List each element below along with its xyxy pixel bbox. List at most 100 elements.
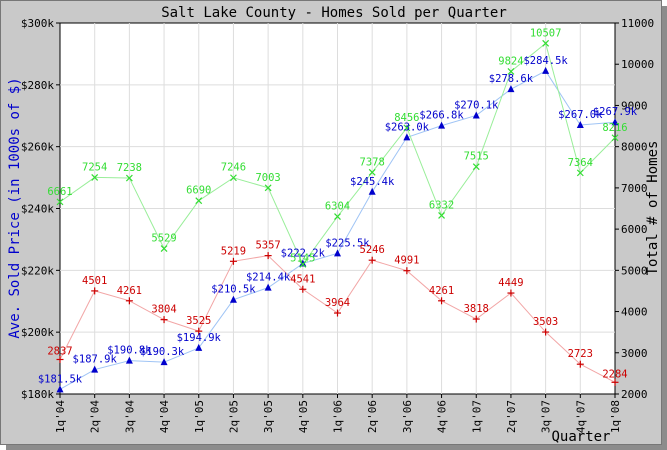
homes-other-marker — [438, 297, 446, 305]
x-tick-label: 4q'06 — [436, 400, 449, 433]
marker-stroke — [611, 134, 619, 142]
y-right-tick-label: 9000 — [621, 99, 648, 112]
price-marker — [472, 111, 480, 119]
price-marker — [403, 133, 411, 141]
y-axis-left-label: Ave. Sold Price (in 1000s of $) — [7, 77, 23, 338]
homes-current-marker — [195, 197, 203, 205]
y-right-tick-label: 8000 — [621, 141, 648, 154]
data-label: $284.5k — [523, 55, 568, 67]
data-label: $190.3k — [140, 346, 185, 358]
x-tick-label: 4q'04 — [158, 400, 171, 433]
marker-stroke — [576, 169, 584, 177]
marker-stroke — [403, 124, 411, 132]
data-label: 4541 — [290, 273, 315, 285]
data-label: 7003 — [255, 172, 280, 184]
chart-title: Salt Lake County - Homes Sold per Quarte… — [161, 5, 507, 21]
marker-stroke — [472, 163, 480, 171]
data-label: 7515 — [464, 151, 489, 163]
homes-current-marker — [438, 212, 445, 219]
y-right-tick-label: 11000 — [621, 17, 654, 30]
data-label: 3503 — [533, 316, 558, 328]
x-tick-label: 2q'04 — [89, 400, 102, 433]
homes-other-marker — [195, 327, 203, 335]
x-tick-label: 4q'07 — [574, 400, 587, 433]
marker-stroke — [125, 174, 133, 182]
marker-stroke — [230, 174, 237, 182]
y-right-tick-label: 7000 — [621, 182, 648, 195]
data-label: 6690 — [186, 185, 211, 197]
y-left-tick-label: $200k — [21, 326, 54, 339]
price-marker — [576, 121, 584, 129]
data-label: 4991 — [394, 255, 419, 267]
data-label: $225.5k — [325, 237, 370, 249]
price-marker — [334, 249, 341, 257]
homes-other-marker — [472, 315, 480, 323]
homes-current-marker — [299, 260, 307, 268]
marker-stroke — [56, 198, 64, 206]
data-label: 6332 — [429, 199, 454, 211]
data-label: 4501 — [82, 275, 107, 287]
x-tick-label: 2q'05 — [227, 400, 240, 433]
data-label: $267.9k — [593, 106, 638, 118]
marker-stroke — [264, 184, 272, 192]
data-label: 5246 — [360, 244, 385, 256]
homes-other-marker — [507, 289, 515, 297]
data-label: 3525 — [186, 315, 211, 327]
x-tick-label: 3q'04 — [123, 400, 136, 433]
data-label: 2284 — [602, 368, 627, 380]
homes-other-marker — [368, 256, 376, 264]
data-label: 7378 — [360, 156, 385, 168]
homes-other-marker — [542, 328, 550, 336]
homes-current-marker — [125, 174, 133, 182]
data-label: $181.5k — [38, 373, 83, 385]
x-axis-label: Quarter — [551, 429, 610, 445]
x-tick-label: 3q'06 — [401, 400, 414, 433]
data-label: 4261 — [429, 285, 454, 297]
homes-current-marker — [507, 68, 515, 75]
homes-other-marker — [56, 355, 64, 363]
data-label: $270.1k — [454, 99, 499, 111]
price-marker — [91, 365, 99, 373]
price-marker — [299, 259, 307, 267]
data-label: 5357 — [255, 240, 280, 252]
data-label: $187.9k — [73, 354, 118, 366]
y-left-tick-label: $280k — [21, 79, 54, 92]
price-marker — [611, 118, 619, 126]
price-marker — [438, 121, 446, 129]
marker-stroke — [91, 173, 99, 181]
marker-stroke — [368, 168, 376, 176]
data-label: 3804 — [151, 304, 176, 316]
price-marker — [542, 66, 550, 74]
data-label: $210.5k — [211, 284, 256, 296]
marker-stroke — [299, 260, 307, 268]
x-tick-label: 1q'07 — [470, 400, 483, 433]
data-label: 6304 — [325, 201, 350, 213]
marker-stroke — [195, 197, 203, 205]
data-label: 2837 — [47, 345, 72, 357]
data-label: 7238 — [117, 162, 142, 174]
data-label: 5219 — [221, 245, 246, 257]
homes-other-marker — [334, 309, 341, 317]
price-marker — [368, 187, 376, 195]
marker-stroke — [438, 212, 445, 219]
data-label: 4449 — [498, 277, 523, 289]
homes-current-marker — [230, 174, 237, 182]
data-label: 3964 — [325, 297, 350, 309]
data-label: 10507 — [530, 27, 562, 39]
y-left-tick-label: $260k — [21, 141, 54, 154]
x-tick-label: 1q'06 — [332, 400, 345, 433]
y-right-tick-label: 10000 — [621, 58, 654, 71]
x-tick-label: 1q'04 — [54, 400, 67, 433]
price-marker — [229, 295, 237, 303]
data-label: $278.6k — [489, 73, 534, 85]
homes-current-marker — [576, 169, 584, 177]
y-right-tick-label: 2000 — [621, 388, 648, 401]
data-label: 7246 — [221, 162, 246, 174]
y-right-tick-label: 3000 — [621, 347, 648, 360]
x-tick-label: 2q'07 — [505, 400, 518, 433]
data-label: $194.9k — [177, 332, 222, 344]
x-tick-label: 2q'06 — [366, 400, 379, 433]
homes-other-marker — [299, 285, 307, 293]
axes: $180k $200k $220k $240k $260k $280k $300k 2000 3… — [21, 17, 654, 433]
